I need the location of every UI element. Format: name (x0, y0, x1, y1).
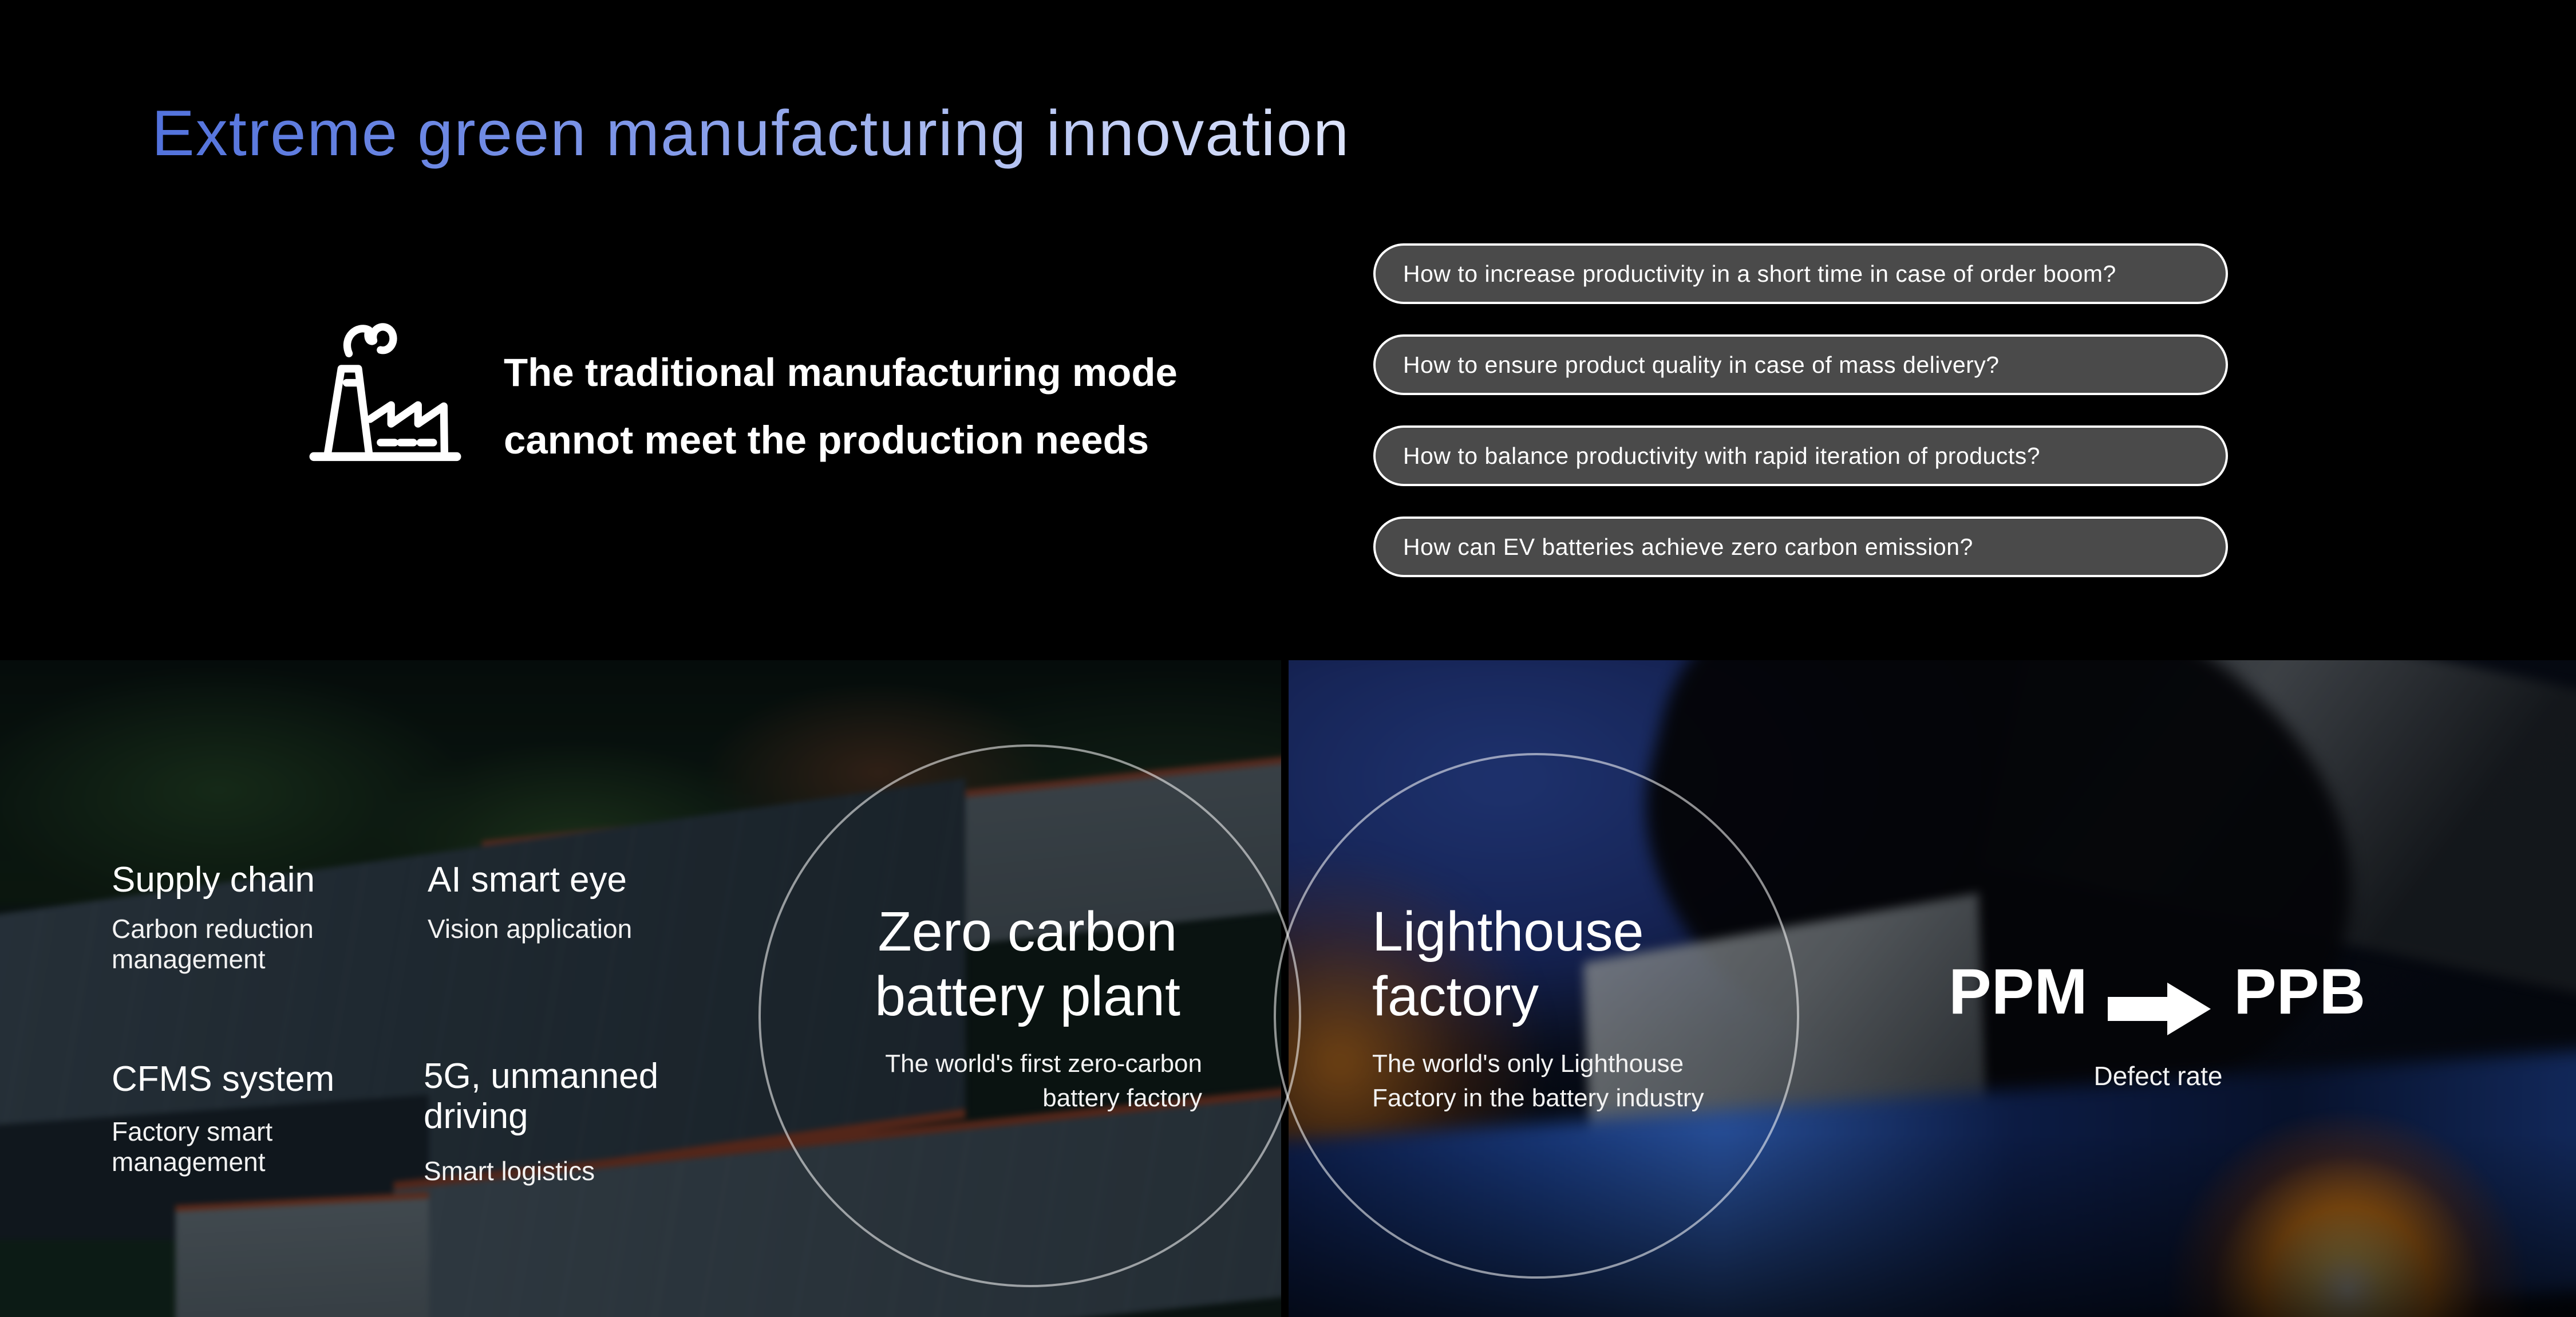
question-text: How can EV batteries achieve zero carbon… (1403, 533, 1973, 560)
question-pill: How can EV batteries achieve zero carbon… (1373, 516, 2228, 577)
feature-sub: Factory smart management (112, 1117, 273, 1177)
page-title: Extreme green manufacturing innovation (152, 97, 1350, 169)
ppb-label: PPB (2234, 956, 2366, 1027)
zero-carbon-heading: Zero carbon battery plant (875, 900, 1180, 1027)
factory-icon (309, 323, 461, 462)
feature-supply-chain: Supply chain Carbon reduction management (112, 860, 315, 975)
lighthouse-heading: Lighthouse factory (1372, 900, 1644, 1027)
question-pill: How to ensure product quality in case of… (1373, 334, 2228, 395)
question-text: How to increase productivity in a short … (1403, 260, 2116, 287)
feature-heading: 5G, unmanned driving (424, 1056, 659, 1136)
problem-statement: The traditional manufacturing mode canno… (504, 350, 1178, 462)
arrow-right-icon (2108, 983, 2211, 1035)
question-text: How to ensure product quality in case of… (1403, 351, 2000, 378)
factory-roof (366, 401, 448, 456)
lighthouse-circle (1274, 753, 1799, 1279)
defect-rate-label: Defect rate (2093, 1061, 2223, 1091)
feature-5g-unmanned-driving: 5G, unmanned driving Smart logistics (424, 1056, 658, 1186)
question-pill: How to balance productivity with rapid i… (1373, 425, 2228, 486)
lighthouse-sub: The world's only Lighthouse Factory in t… (1372, 1050, 1704, 1112)
zero-carbon-sub: The world's first zero-carbon battery fa… (885, 1050, 1202, 1112)
feature-sub: Smart logistics (424, 1156, 595, 1186)
chimney (324, 365, 373, 456)
feature-cfms-system: CFMS system Factory smart management (112, 1059, 334, 1177)
feature-sub: Vision application (428, 914, 633, 944)
question-list: How to increase productivity in a short … (1373, 243, 2228, 577)
ppm-label: PPM (1949, 956, 2088, 1027)
feature-sub: Carbon reduction management (112, 914, 314, 974)
smoke-icon (343, 323, 397, 357)
question-pill: How to increase productivity in a short … (1373, 243, 2228, 304)
feature-heading: Supply chain (112, 860, 315, 900)
feature-heading: CFMS system (112, 1059, 335, 1099)
feature-ai-smart-eye: AI smart eye Vision application (428, 860, 632, 944)
question-text: How to balance productivity with rapid i… (1403, 442, 2041, 469)
feature-heading: AI smart eye (428, 860, 627, 900)
